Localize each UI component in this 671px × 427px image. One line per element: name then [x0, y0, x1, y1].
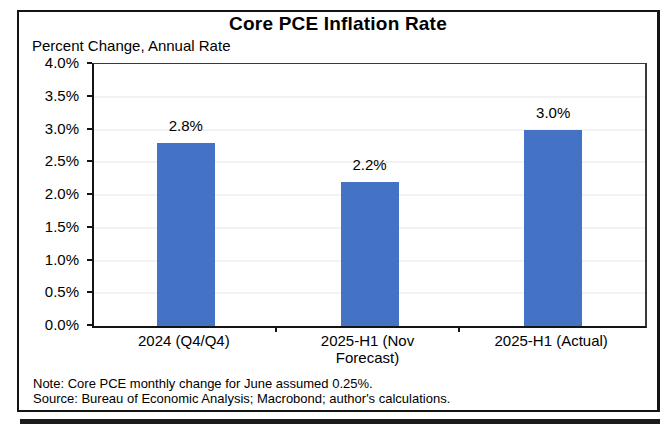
- y-axis-tick-label: 2.5%: [25, 152, 79, 170]
- footnote: Note: Core PCE monthly change for June a…: [33, 376, 649, 391]
- plot-area: 2.8% 2.2% 3.0%: [92, 63, 647, 328]
- y-axis-tick-label: 0.0%: [25, 316, 79, 334]
- chart-frame: Core PCE Inflation Rate Percent Change, …: [17, 10, 660, 412]
- source-note: Source: Bureau of Economic Analysis; Mac…: [33, 391, 649, 406]
- bar-2: [341, 182, 399, 326]
- x-axis-category-label: 2025-H1 (Nov Forecast): [288, 332, 448, 366]
- y-axis-tick-label: 3.5%: [25, 87, 79, 105]
- gridline: [94, 96, 645, 98]
- y-axis-tick-label: 1.0%: [25, 251, 79, 269]
- bar-value-label: 2.2%: [352, 156, 386, 173]
- chart-figure: Core PCE Inflation Rate Percent Change, …: [0, 0, 671, 427]
- x-axis-tick-mark: [275, 327, 277, 332]
- x-axis-category-label: 2024 (Q4/Q4): [104, 332, 264, 349]
- bar-1: [157, 143, 215, 326]
- y-axis-tick-label: 3.0%: [25, 120, 79, 138]
- y-axis-tick-label: 1.5%: [25, 218, 79, 236]
- y-axis-tick-label: 0.5%: [25, 283, 79, 301]
- x-axis-category-label: 2025-H1 (Actual): [471, 332, 631, 349]
- bottom-rule: [20, 419, 660, 424]
- bar-value-label: 2.8%: [169, 117, 203, 134]
- bar-3: [524, 130, 582, 327]
- x-axis-tick-mark: [458, 327, 460, 332]
- bar-value-label: 3.0%: [536, 104, 570, 121]
- chart-subtitle: Percent Change, Annual Rate: [32, 37, 230, 54]
- chart-title: Core PCE Inflation Rate: [19, 13, 657, 35]
- y-axis-tick-label: 2.0%: [25, 185, 79, 203]
- y-axis-tick-label: 4.0%: [25, 54, 79, 72]
